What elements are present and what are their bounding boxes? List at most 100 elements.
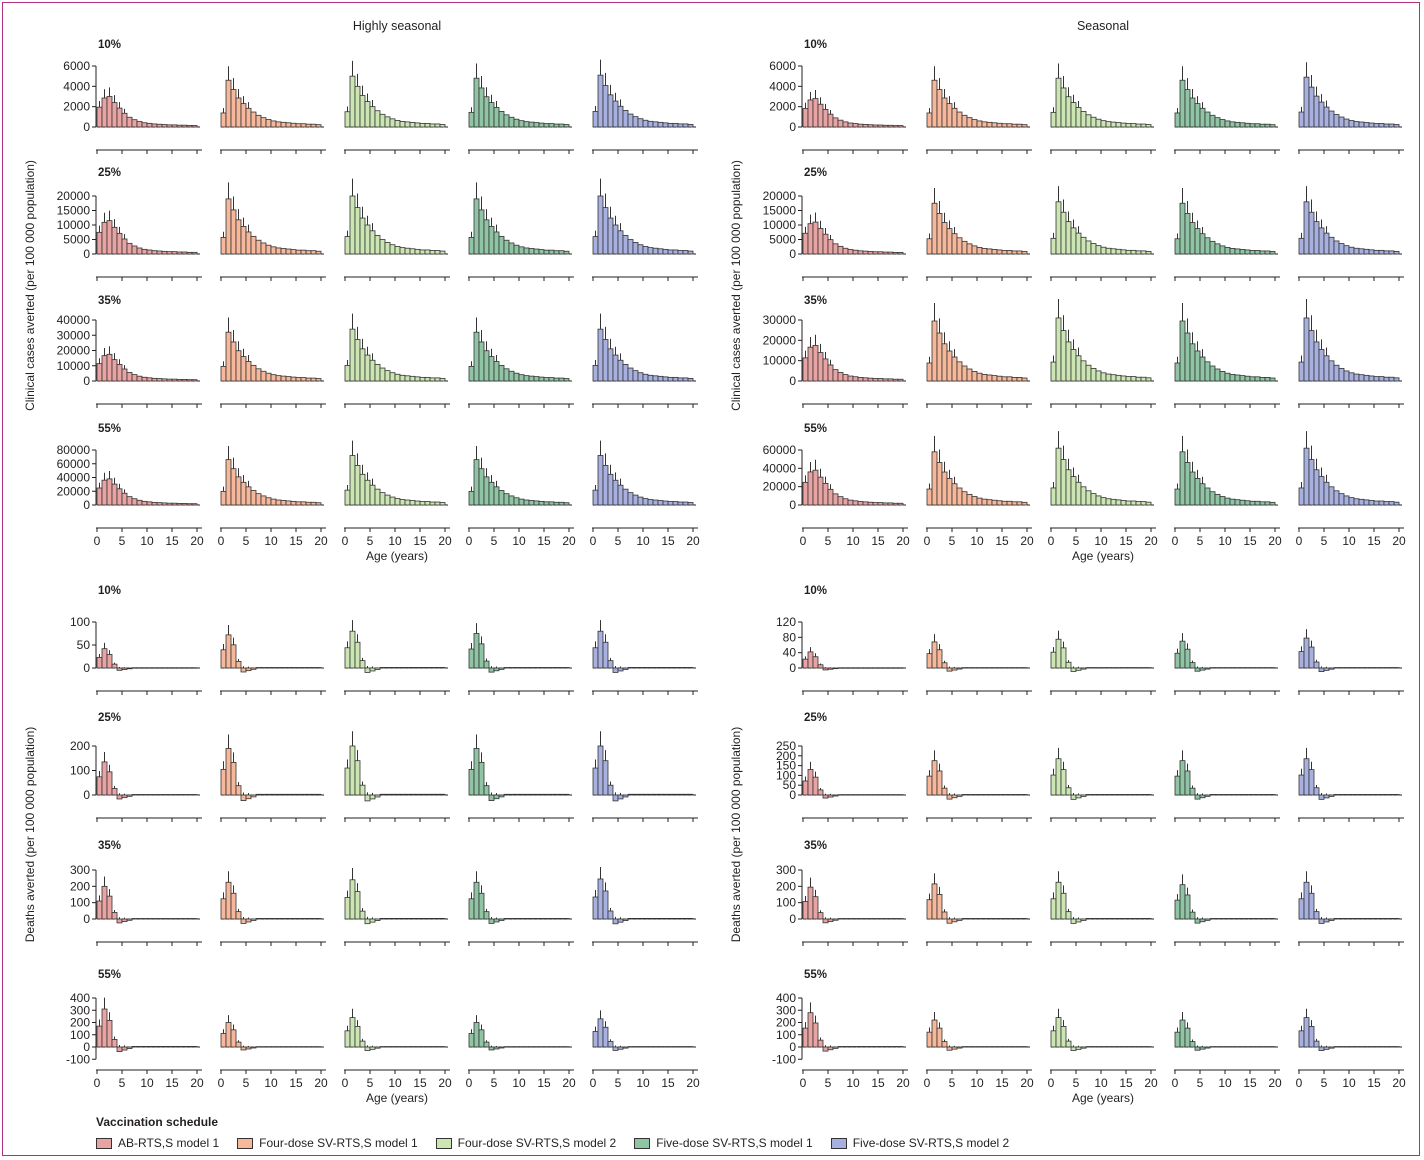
bar <box>364 918 371 925</box>
bar <box>176 378 183 382</box>
bar <box>553 123 560 128</box>
x-tick-label: 15 <box>661 1076 675 1090</box>
bar <box>612 667 619 673</box>
bar <box>1115 122 1122 128</box>
bar <box>1254 918 1261 920</box>
bar <box>1214 667 1221 669</box>
bar <box>111 359 118 382</box>
bar <box>872 124 879 128</box>
x-tick-label: 5 <box>367 1076 374 1090</box>
bar <box>255 793 262 796</box>
bar <box>956 237 963 255</box>
bar <box>1224 667 1231 669</box>
bar <box>250 364 257 382</box>
bar <box>597 745 604 796</box>
bar <box>300 249 307 255</box>
bar <box>374 794 381 798</box>
y-tick-label: 100 <box>776 768 796 782</box>
x-tick-label: 15 <box>995 534 1009 548</box>
bar <box>354 641 361 669</box>
bar <box>478 892 485 920</box>
bar <box>1303 447 1310 506</box>
coverage-label: 10% <box>98 585 121 597</box>
bar <box>255 239 262 255</box>
bar <box>1120 122 1127 128</box>
x-tick-label: 10 <box>264 1076 278 1090</box>
bar <box>310 250 317 255</box>
y-tick-label: 30000 <box>763 313 797 327</box>
bar <box>832 794 839 797</box>
bar <box>488 102 495 128</box>
bar <box>1343 667 1350 669</box>
bar <box>602 464 609 506</box>
bar <box>941 343 948 382</box>
bar <box>354 85 361 128</box>
bar <box>379 492 386 506</box>
bar <box>285 918 292 920</box>
bar <box>1244 375 1251 382</box>
bar <box>1065 469 1072 506</box>
bar <box>1016 501 1023 506</box>
bar <box>612 794 619 802</box>
bar <box>1259 377 1266 382</box>
bar <box>349 745 356 796</box>
bar <box>295 123 302 128</box>
bar <box>971 119 978 128</box>
legend-items: AB-RTS,S model 1 Four-dose SV-RTS,S model… <box>96 1136 1009 1150</box>
bar <box>812 896 819 920</box>
y-tick-label: 5000 <box>63 233 90 247</box>
bar <box>991 918 998 920</box>
bar <box>1189 97 1196 128</box>
bar <box>976 247 983 255</box>
y-tick-label: 0 <box>83 788 90 802</box>
bar <box>632 370 639 382</box>
bar <box>1328 667 1335 670</box>
coverage-label: 35% <box>98 840 121 852</box>
bar <box>1130 918 1137 920</box>
bar <box>1328 110 1335 128</box>
bar <box>300 123 307 128</box>
bar <box>111 912 118 920</box>
y-tick-label: 10000 <box>57 218 91 232</box>
bar <box>647 667 654 669</box>
bar <box>986 1046 993 1048</box>
bar <box>936 332 943 382</box>
bar <box>230 89 237 128</box>
bar <box>528 375 535 382</box>
bar <box>877 124 884 128</box>
bar <box>429 918 436 920</box>
bar <box>275 121 282 128</box>
bar <box>1050 361 1057 382</box>
bar <box>597 878 604 920</box>
bar <box>468 237 475 255</box>
bar <box>389 372 396 382</box>
bar <box>981 248 988 255</box>
bar <box>260 117 267 128</box>
bar <box>677 917 684 920</box>
bar <box>822 108 829 128</box>
bar <box>528 248 535 255</box>
bar <box>1353 918 1360 920</box>
bar <box>513 372 520 382</box>
y-tick-label: 200 <box>776 879 796 893</box>
bar <box>1140 918 1147 920</box>
bar <box>1239 918 1246 920</box>
bar <box>807 1012 814 1048</box>
bar <box>607 217 614 255</box>
y-tick-label: 0 <box>789 1040 796 1054</box>
bar <box>156 502 163 506</box>
bar <box>518 374 525 382</box>
bar <box>166 251 173 255</box>
bar <box>409 667 416 669</box>
bar <box>1011 667 1018 669</box>
bar <box>121 492 128 506</box>
bar <box>642 498 649 506</box>
bar <box>1085 364 1092 382</box>
bar <box>592 111 599 128</box>
bar <box>1174 238 1181 255</box>
legend: Vaccination schedule AB-RTS,S model 1 Fou… <box>96 1115 1009 1159</box>
bar <box>121 1046 128 1051</box>
x-tick-label: 5 <box>949 1076 956 1090</box>
bar <box>1209 667 1216 669</box>
